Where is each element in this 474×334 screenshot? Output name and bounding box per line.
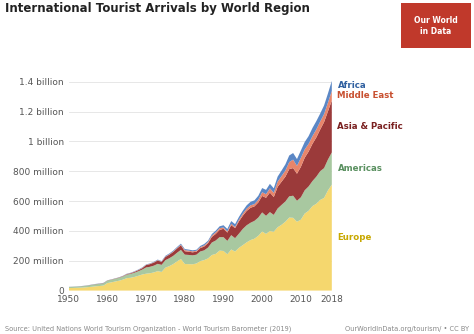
Text: Our World
in Data: Our World in Data bbox=[414, 16, 457, 36]
Text: Source: United Nations World Tourism Organization - World Tourism Barometer (201: Source: United Nations World Tourism Org… bbox=[5, 326, 291, 332]
Text: International Tourist Arrivals by World Region: International Tourist Arrivals by World … bbox=[5, 2, 310, 15]
Text: Africa: Africa bbox=[337, 81, 366, 91]
Text: Americas: Americas bbox=[337, 164, 383, 173]
Text: OurWorldInData.org/tourism/ • CC BY: OurWorldInData.org/tourism/ • CC BY bbox=[345, 326, 469, 332]
Text: Europe: Europe bbox=[337, 233, 372, 242]
Text: Asia & Pacific: Asia & Pacific bbox=[337, 122, 403, 131]
Text: Middle East: Middle East bbox=[337, 91, 394, 100]
